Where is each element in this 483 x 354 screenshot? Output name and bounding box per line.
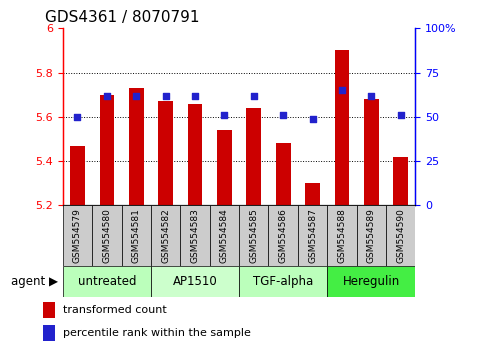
Text: transformed count: transformed count (63, 305, 167, 315)
Bar (43, 325, 55, 341)
Text: agent ▶: agent ▶ (11, 275, 58, 288)
Text: GDS4361 / 8070791: GDS4361 / 8070791 (45, 10, 199, 25)
Text: GSM554580: GSM554580 (102, 208, 112, 263)
Bar (63, 266, 151, 297)
Text: GSM554588: GSM554588 (338, 208, 346, 263)
Bar (63, 205, 92, 266)
Bar (180, 205, 210, 266)
Bar (276, 143, 290, 205)
Bar (43, 302, 55, 318)
Text: GSM554586: GSM554586 (279, 208, 288, 263)
Text: GSM554582: GSM554582 (161, 208, 170, 263)
Bar (92, 205, 122, 266)
Text: GSM554585: GSM554585 (249, 208, 258, 263)
Point (279, 112, 287, 118)
Bar (393, 156, 408, 205)
Bar (158, 101, 173, 205)
Bar (99, 95, 114, 205)
Point (397, 112, 405, 118)
Text: Heregulin: Heregulin (342, 275, 400, 288)
Bar (210, 205, 239, 266)
Point (132, 93, 140, 98)
Bar (246, 108, 261, 205)
Text: TGF-alpha: TGF-alpha (253, 275, 313, 288)
Text: GSM554579: GSM554579 (73, 208, 82, 263)
Point (338, 87, 346, 93)
Text: GSM554584: GSM554584 (220, 208, 229, 263)
Bar (217, 130, 232, 205)
Bar (364, 99, 379, 205)
Text: AP1510: AP1510 (172, 275, 217, 288)
Point (221, 112, 228, 118)
Text: percentile rank within the sample: percentile rank within the sample (63, 328, 251, 338)
Bar (327, 205, 356, 266)
Bar (122, 205, 151, 266)
Bar (188, 103, 202, 205)
Bar (151, 266, 239, 297)
Bar (335, 50, 349, 205)
Bar (269, 205, 298, 266)
Point (73, 114, 81, 120)
Text: GSM554589: GSM554589 (367, 208, 376, 263)
Bar (305, 183, 320, 205)
Bar (239, 266, 327, 297)
Point (191, 93, 199, 98)
Text: GSM554590: GSM554590 (396, 208, 405, 263)
Point (162, 93, 170, 98)
Text: GSM554581: GSM554581 (132, 208, 141, 263)
Bar (151, 205, 180, 266)
Bar (70, 145, 85, 205)
Point (250, 93, 257, 98)
Bar (386, 205, 415, 266)
Bar (298, 205, 327, 266)
Point (368, 93, 375, 98)
Bar (129, 88, 143, 205)
Bar (239, 205, 269, 266)
Text: GSM554583: GSM554583 (190, 208, 199, 263)
Text: GSM554587: GSM554587 (308, 208, 317, 263)
Text: untreated: untreated (78, 275, 136, 288)
Point (103, 93, 111, 98)
Bar (356, 205, 386, 266)
Bar (327, 266, 415, 297)
Point (309, 116, 316, 121)
